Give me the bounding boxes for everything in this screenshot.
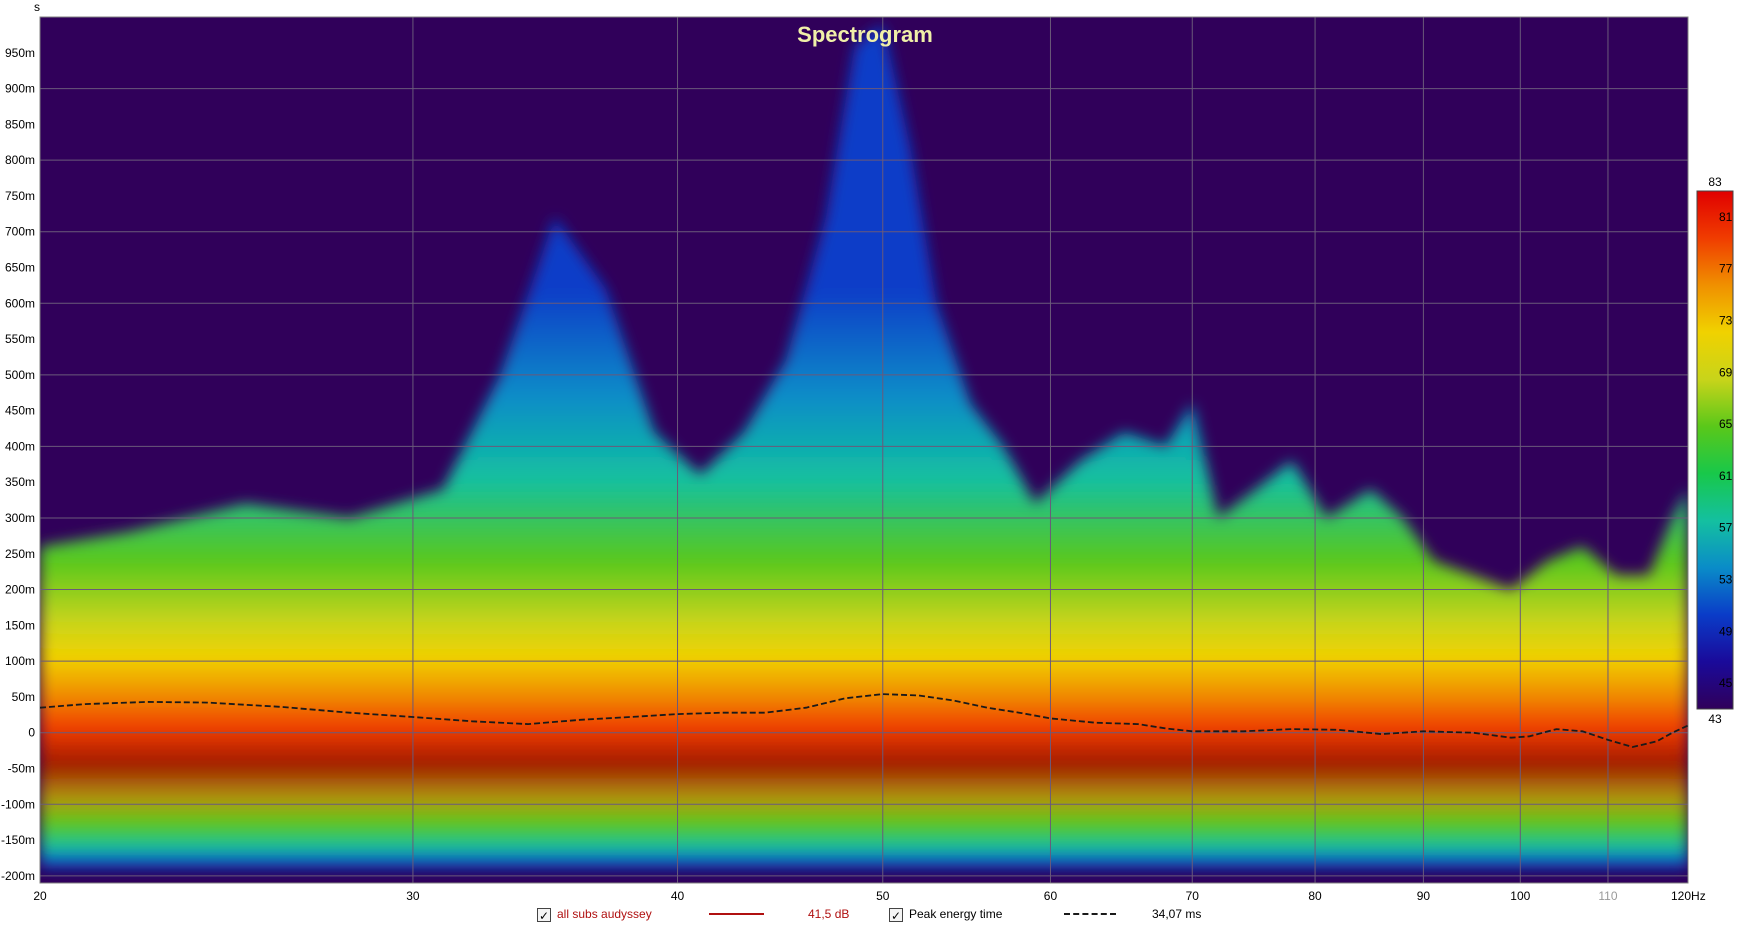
legend-series-value: 41,5 dB <box>808 907 850 921</box>
y-tick-label: 200m <box>5 583 35 597</box>
y-tick-label: 550m <box>5 332 35 346</box>
legend-peak-toggle[interactable]: Peak energy time <box>889 904 1003 926</box>
y-tick-label: 450m <box>5 404 35 418</box>
colorbar-tick-label: 73 <box>1719 314 1733 328</box>
y-tick-label: 100m <box>5 654 35 668</box>
x-tick-label: 50 <box>876 889 890 903</box>
colorbar-scale <box>1696 190 1734 710</box>
legend-peak-swatch <box>1064 913 1116 915</box>
axes: 950m 900m 850m 800m 750m 700m 650m 600m 550m 500m… <box>1 46 1706 903</box>
y-tick-label: -200m <box>1 869 35 883</box>
y-tick-label: 650m <box>5 260 35 274</box>
x-tick-label: 90 <box>1417 889 1431 903</box>
plot-frame <box>39 16 1689 884</box>
colorbar-tick-label: 43 <box>1708 712 1722 726</box>
colorbar-tick-label: 53 <box>1719 573 1733 587</box>
x-tick-label: 100 <box>1510 889 1530 903</box>
colorbar-tick-label: 45 <box>1719 676 1733 690</box>
y-tick-label: 0 <box>28 726 35 740</box>
x-tick-label: 60 <box>1044 889 1058 903</box>
x-tick-label: 110 <box>1598 889 1617 903</box>
legend: all subs audyssey 41,5 dB Peak energy ti… <box>0 904 1761 926</box>
y-tick-label: 700m <box>5 225 35 239</box>
colorbar-tick-label: 49 <box>1719 624 1733 638</box>
legend-peak-value: 34,07 ms <box>1152 907 1202 921</box>
y-axis-unit: s <box>34 0 40 14</box>
y-tick-label: -50m <box>8 761 35 775</box>
legend-peak-label: Peak energy time <box>909 907 1003 921</box>
checkbox-icon[interactable] <box>537 906 551 926</box>
colorbar-tick-label: 61 <box>1719 469 1733 483</box>
colorbar-tick-label: 81 <box>1719 210 1733 224</box>
y-tick-label: 900m <box>5 82 35 96</box>
y-tick-label: 400m <box>5 439 35 453</box>
plot-area <box>39 16 1689 884</box>
y-tick-label: 500m <box>5 368 35 382</box>
y-tick-label: 300m <box>5 511 35 525</box>
colorbar: 83 81 77 73 69 65 61 57 53 49 45 43 <box>1696 175 1734 726</box>
y-tick-label: 350m <box>5 475 35 489</box>
y-tick-label: 800m <box>5 153 35 167</box>
x-tick-label: 20 <box>33 889 47 903</box>
y-tick-label: 50m <box>12 690 35 704</box>
y-tick-label: -150m <box>1 833 35 847</box>
legend-series-label: all subs audyssey <box>557 907 652 921</box>
y-tick-label: 150m <box>5 618 35 632</box>
colorbar-tick-label: 65 <box>1719 417 1733 431</box>
colorbar-tick-label: 57 <box>1719 521 1733 535</box>
legend-series-swatch <box>709 913 764 915</box>
y-tick-label: 950m <box>5 46 35 60</box>
x-tick-label: 120Hz <box>1671 889 1706 903</box>
x-tick-label: 70 <box>1186 889 1200 903</box>
x-tick-label: 40 <box>671 889 685 903</box>
colorbar-tick-label: 77 <box>1719 262 1733 276</box>
y-tick-label: 600m <box>5 296 35 310</box>
peak-energy-time-line <box>40 693 1688 748</box>
y-tick-label: -100m <box>1 797 35 811</box>
colorbar-tick-label: 69 <box>1719 365 1733 379</box>
checkbox-icon[interactable] <box>889 906 903 926</box>
legend-series-toggle[interactable]: all subs audyssey <box>537 904 652 926</box>
x-tick-label: 30 <box>406 889 420 903</box>
y-tick-label: 750m <box>5 189 35 203</box>
chart-title: Spectrogram <box>797 22 933 47</box>
y-tick-label: 250m <box>5 547 35 561</box>
y-tick-label: 850m <box>5 117 35 131</box>
x-tick-label: 80 <box>1308 889 1322 903</box>
colorbar-tick-label: 83 <box>1708 175 1722 189</box>
